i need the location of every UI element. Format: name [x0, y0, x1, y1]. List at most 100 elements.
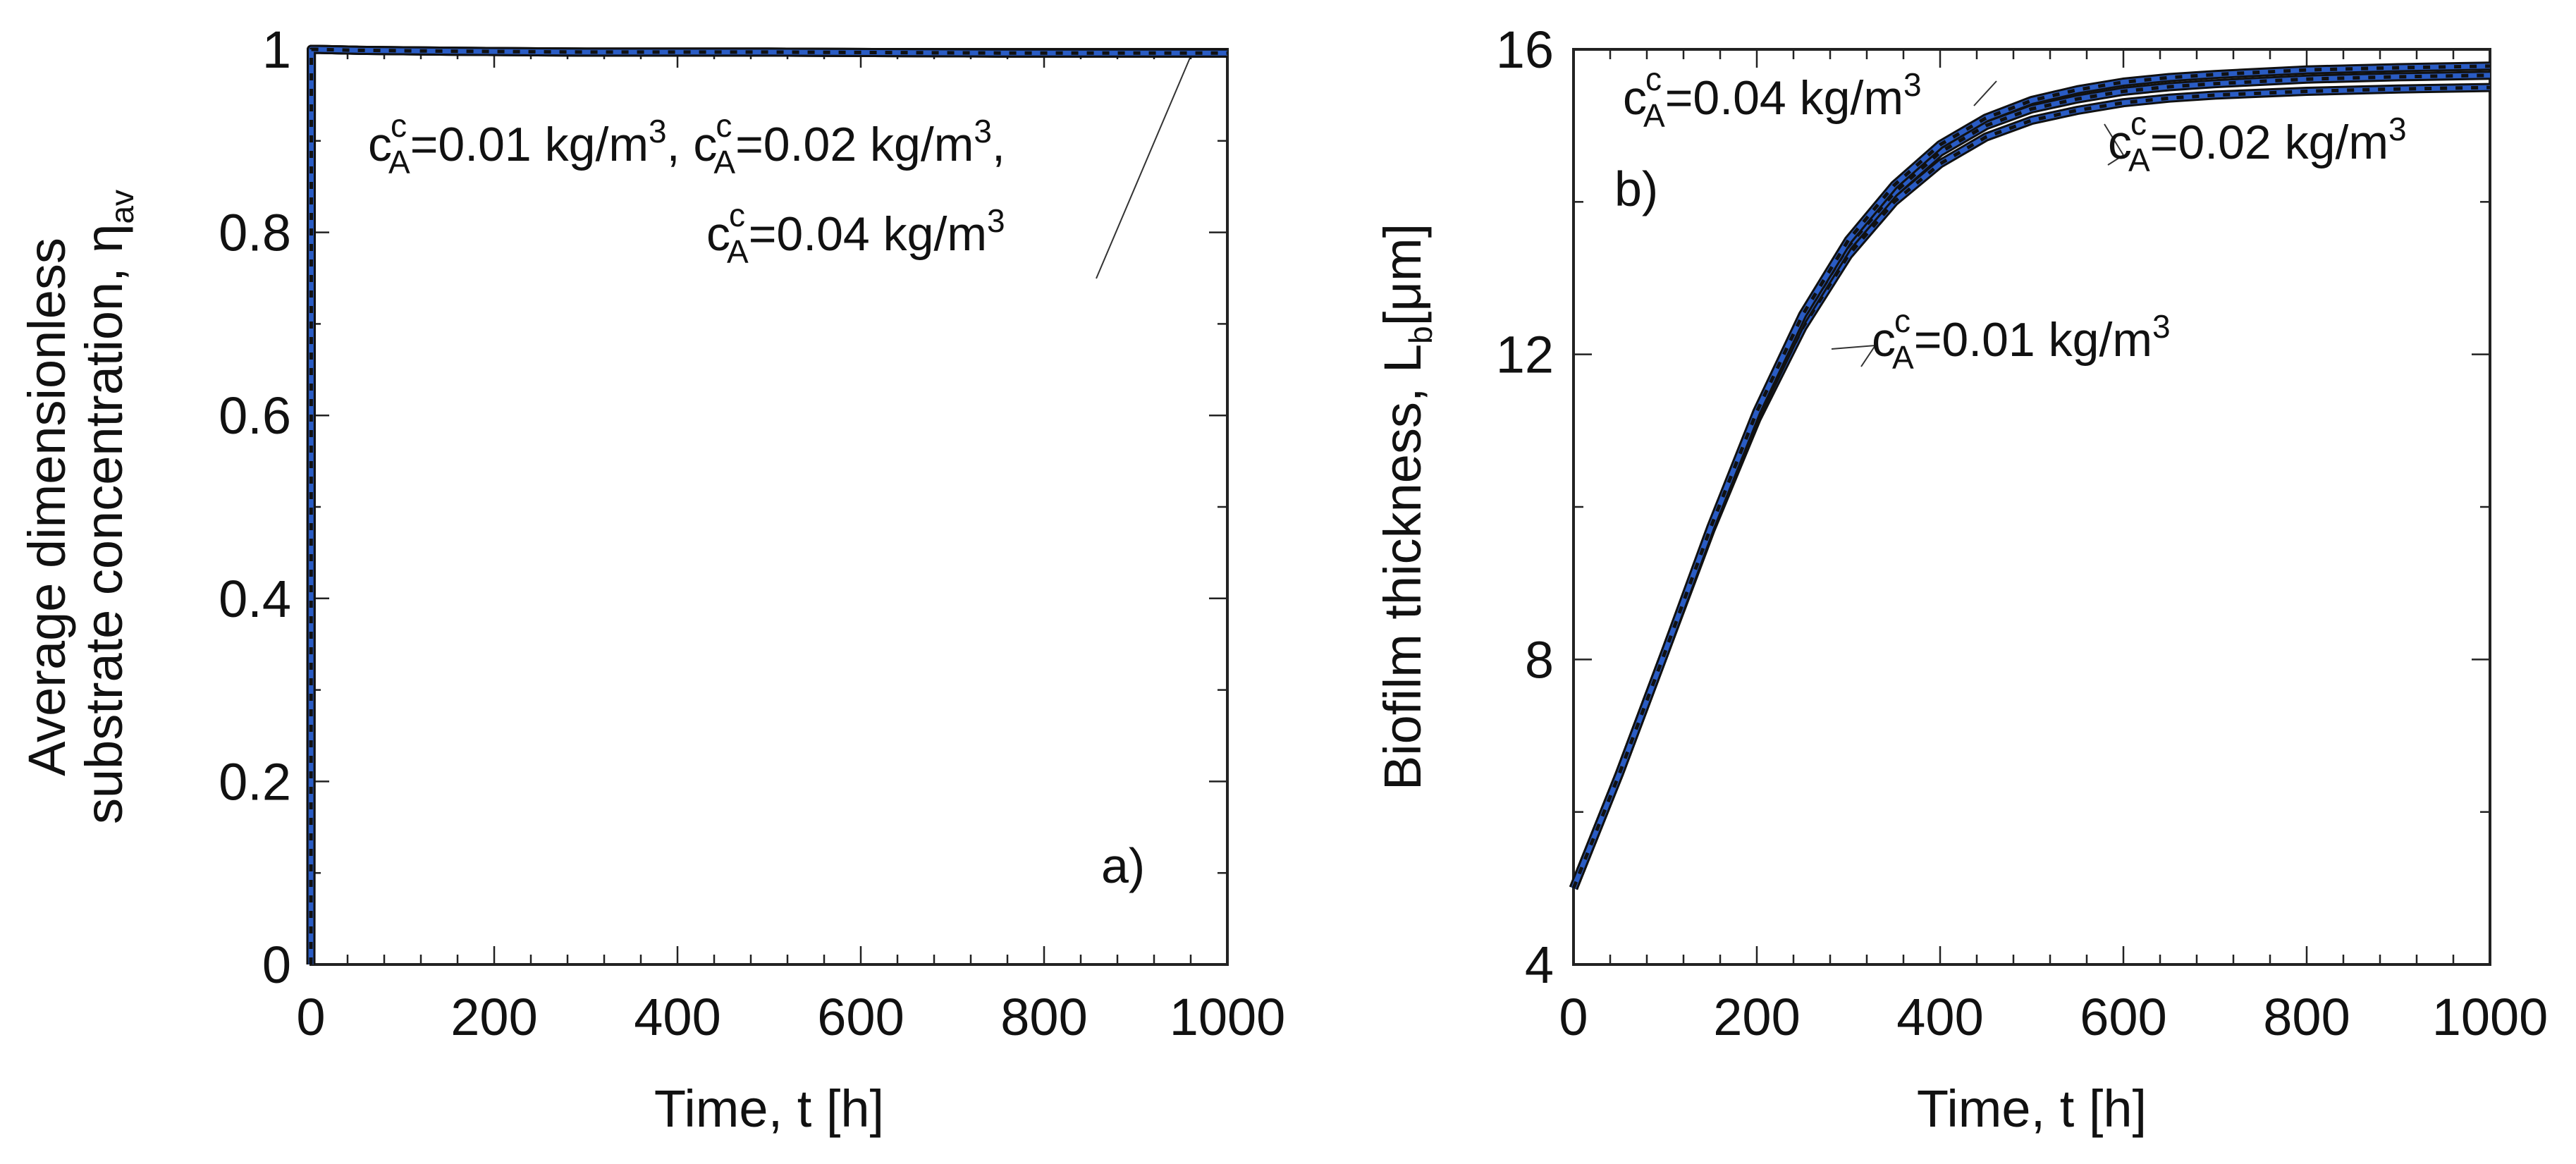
panel-a-series-ca-0-02-kg-m3-outline — [306, 44, 1227, 965]
panel-a-y-axis-title-line2: substrate concentration, ηav — [75, 190, 140, 824]
anno-b2-cube: 3 — [2388, 111, 2407, 147]
panel-b-tick-labels: 0 200 400 600 800 1000 4 8 12 16 — [1496, 20, 2549, 1046]
panel-b-plot-frame — [1572, 48, 2491, 966]
panel-a-y-tick-label: 0.8 — [219, 204, 291, 262]
anno-a2-c: c — [693, 118, 717, 171]
panel-b-leader-001 — [1831, 344, 1877, 367]
panel-a-annotation-line2: cc A=0.04 kg/m3 — [706, 197, 1005, 270]
anno-a2-rest: =0.02 kg/m — [735, 118, 974, 171]
panel-b-x-tick-label: 200 — [1713, 988, 1800, 1046]
panel-b-leader-002 — [2104, 123, 2125, 166]
anno-b1-sup: c — [1645, 61, 1662, 97]
panel-a-series-ca-0-04-kg-m3-dash — [309, 47, 1227, 965]
anno-b3-cube: 3 — [2152, 308, 2171, 345]
anno-a2-tail: , — [992, 118, 1005, 171]
panel-a-y-tick-label: 0 — [262, 936, 291, 994]
panel-a-annotation-line1: cc A=0.01 kg/m3, cc A=0.02 kg/m3, — [368, 107, 1005, 180]
panel-a-series-ca-0-04-kg-m3-line — [308, 47, 1227, 965]
anno-a3-rest: =0.04 kg/m — [749, 207, 987, 261]
panel-a-x-axis-title: Time, t [h] — [654, 1079, 884, 1138]
panel-b-series-ca-0-01-kg-m3-outline — [1569, 82, 2491, 890]
panel-a-label: a) — [1101, 838, 1145, 893]
panel-a-x-tick-label: 600 — [817, 988, 904, 1046]
anno-b2-sub: A — [2128, 142, 2150, 178]
panel-b-series-ca-0-02-kg-m3-outline — [1569, 71, 2491, 890]
panel-a-tick-labels: 0 200 400 600 800 1000 0 0.2 0.4 0.6 0.8 1 — [219, 20, 1285, 1046]
panel-a-x-tick-label: 1000 — [1170, 988, 1286, 1046]
panel-b-leader-004 — [1973, 80, 1997, 106]
anno-b3-sub: A — [1892, 339, 1914, 376]
anno-a1-cube: 3 — [649, 113, 667, 149]
panel-a-series-ca-0-02-kg-m3-dash — [309, 47, 1227, 965]
panel-b-ticks — [1572, 48, 2491, 966]
anno-a1-rest: =0.01 kg/m — [410, 118, 649, 171]
panel-b-series-ca-0-04-kg-m3-dash — [1571, 64, 2491, 889]
anno-a2-sup: c — [716, 107, 732, 144]
panel-b-x-tick-label: 600 — [2080, 988, 2166, 1046]
panel-a-series-ca-0-02-kg-m3-line — [308, 47, 1227, 965]
panel-b-ylabel-text: Biofilm thickness, L — [1373, 344, 1432, 790]
panel-b-series-ca-0-02-kg-m3-dash — [1571, 73, 2491, 889]
anno-b2-sup: c — [2130, 105, 2147, 142]
anno-a1-sup: c — [391, 107, 407, 144]
panel-b-ylabel-sub: b — [1402, 326, 1439, 344]
anno-a1-tail: , — [667, 118, 694, 171]
anno-a2-cube: 3 — [974, 113, 992, 149]
panel-b-ylabel-close: m] — [1373, 223, 1432, 281]
panel-b-ylabel-mu: μ — [1373, 281, 1432, 312]
panel-b-series — [1569, 61, 2491, 890]
panel-b-x-tick-label: 0 — [1559, 988, 1588, 1046]
anno-a3-sup: c — [729, 197, 745, 233]
panel-a-y-tick-label: 0.6 — [219, 386, 291, 445]
panel-b-ylabel-open: [ — [1373, 312, 1432, 326]
panel-a-series — [306, 44, 1227, 965]
panel-a-ticks — [309, 48, 1229, 966]
panel-b-annotation-001: cc A=0.01 kg/m3 — [1872, 302, 2171, 376]
panel-b-series-ca-0-01-kg-m3-line — [1571, 85, 2491, 890]
panel-a-annotation-leader — [1096, 57, 1191, 279]
anno-b3-c: c — [1872, 313, 1896, 367]
panel-b-y-tick-label: 16 — [1496, 20, 1554, 79]
anno-a3-c: c — [706, 207, 730, 261]
panel-a-y-tick-label: 0.2 — [219, 752, 291, 811]
panel-a-y-tick-label: 1 — [262, 20, 291, 79]
panel-b-label: b) — [1614, 161, 1658, 216]
anno-a2-sub: A — [713, 144, 735, 180]
anno-a3-sub: A — [727, 233, 749, 270]
panel-a-series-ca-0-01-kg-m3-outline — [306, 44, 1227, 965]
panel-b-series-ca-0-04-kg-m3-outline — [1569, 61, 2491, 890]
panel-a-ylabel-text: substrate concentration, — [75, 253, 133, 824]
panel-b-x-tick-label: 800 — [2263, 988, 2350, 1046]
anno-b1-sub: A — [1643, 97, 1665, 134]
anno-b3-rest: =0.01 kg/m — [1914, 313, 2152, 367]
panel-b-x-tick-label: 400 — [1896, 988, 1983, 1046]
panel-b-series-ca-0-02-kg-m3-line — [1571, 73, 2491, 890]
panel-a-x-tick-label: 800 — [1000, 988, 1087, 1046]
panel-b-annotation-002: cc A=0.02 kg/m3 — [2108, 105, 2407, 178]
anno-a1-sub: A — [388, 144, 410, 180]
panel-b-y-tick-label: 12 — [1496, 326, 1554, 384]
anno-b2-rest: =0.02 kg/m — [2150, 116, 2388, 169]
panel-a-x-tick-label: 200 — [450, 988, 537, 1046]
panel-a-y-axis-title-line1: Average dimensionless — [18, 238, 76, 776]
panel-b-series-ca-0-04-kg-m3-line — [1571, 63, 2491, 890]
panel-b-y-tick-label: 4 — [1525, 936, 1554, 994]
panel-a-y-tick-label: 0.4 — [219, 570, 291, 628]
panel-b-series-ca-0-01-kg-m3-dash — [1571, 85, 2491, 889]
anno-a1-c: c — [368, 118, 392, 171]
anno-a3-cube: 3 — [987, 202, 1005, 239]
panel-a-plot-frame — [309, 48, 1229, 966]
panel-a-ylabel-eta: η — [75, 224, 133, 253]
panel-b-annotation-004: cc A=0.04 kg/m3 — [1623, 61, 1922, 134]
panel-a-series-ca-0-01-kg-m3-line — [308, 47, 1227, 965]
panel-a-series-ca-0-04-kg-m3-outline — [306, 44, 1227, 965]
panel-b-y-axis-title: Biofilm thickness, Lb[μm] — [1373, 223, 1439, 790]
panel-a-x-tick-label: 0 — [296, 988, 325, 1046]
anno-b1-cube: 3 — [1903, 66, 1922, 103]
panel-b-y-tick-label: 8 — [1525, 630, 1554, 689]
panel-a-ylabel-sub: av — [104, 190, 140, 224]
panel-b-x-axis-title: Time, t [h] — [1917, 1079, 2147, 1138]
